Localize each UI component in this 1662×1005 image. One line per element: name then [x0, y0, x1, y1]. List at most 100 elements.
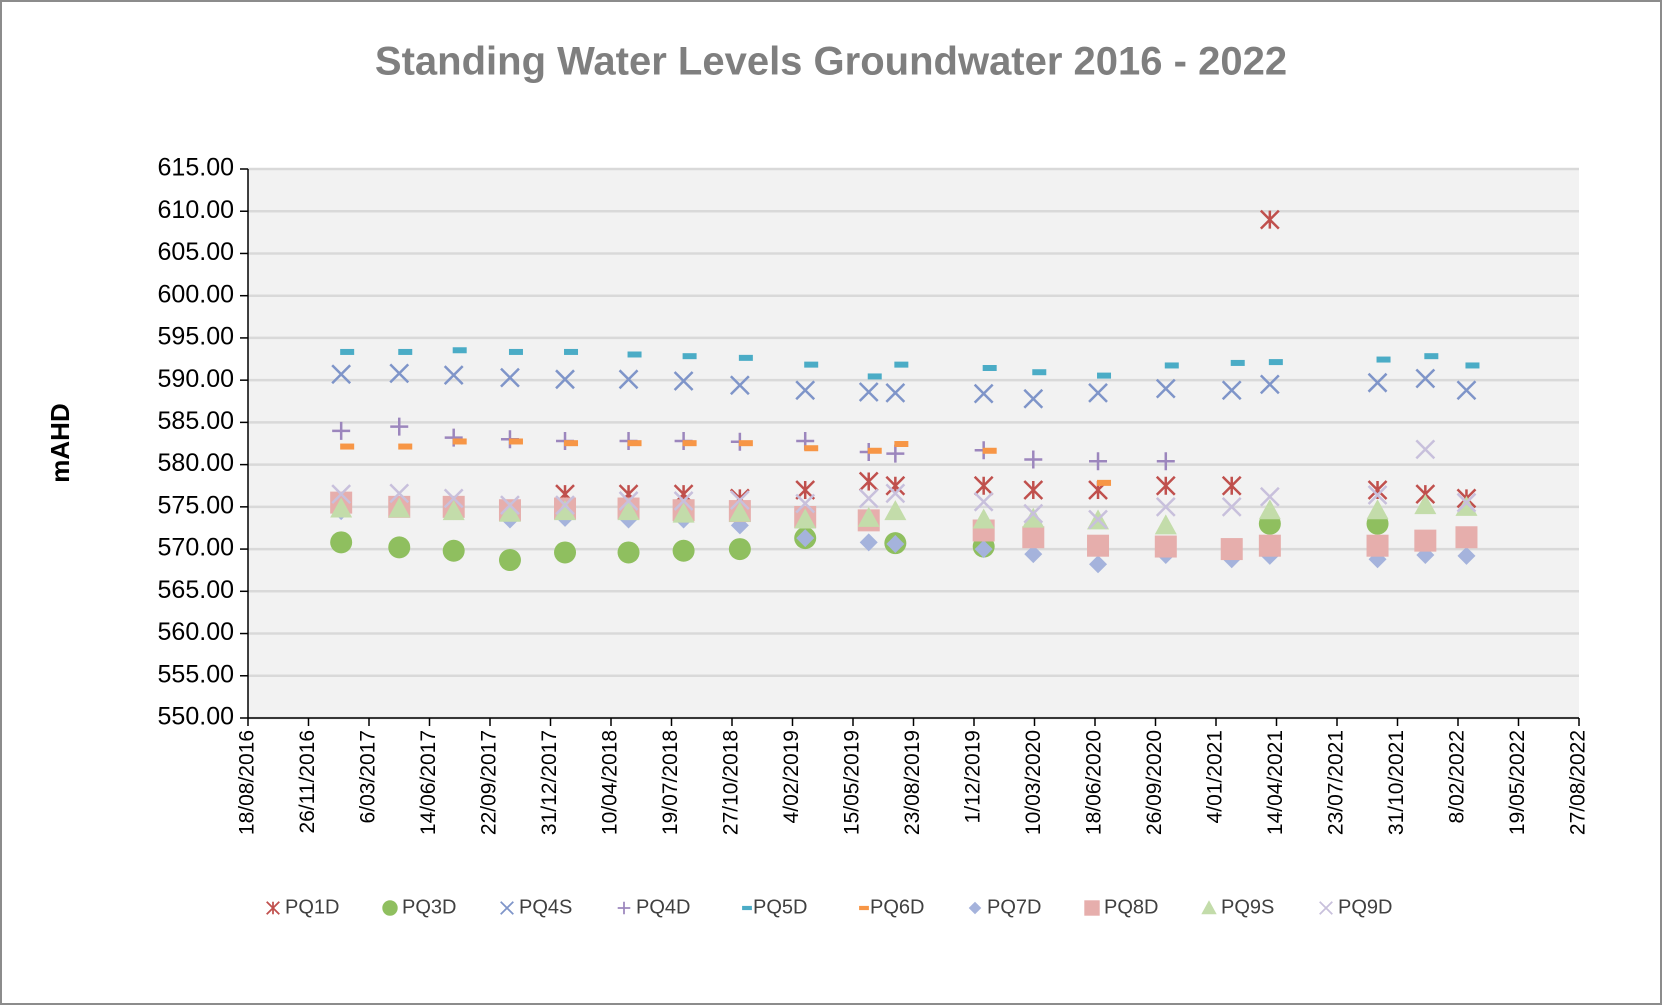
marker — [1259, 209, 1280, 230]
plot-area — [248, 169, 1579, 718]
marker — [795, 493, 816, 514]
marker — [794, 508, 817, 529]
marker — [1415, 368, 1436, 389]
marker — [1024, 450, 1043, 469]
legend-label: PQ6D — [870, 896, 924, 918]
marker — [1456, 492, 1477, 513]
y-tick-label: 560.00 — [158, 618, 234, 646]
x-tick-label: 31/12/2017 — [538, 730, 561, 835]
x-tick-label: 31/10/2021 — [1385, 730, 1408, 835]
x-tick-label: 23/07/2021 — [1325, 730, 1348, 835]
marker — [554, 541, 577, 564]
marker — [1089, 452, 1108, 471]
marker — [388, 497, 411, 518]
marker — [672, 502, 695, 523]
y-tick-label: 565.00 — [158, 576, 234, 604]
marker — [858, 471, 879, 492]
marker — [1259, 374, 1280, 395]
marker — [498, 501, 521, 522]
marker — [554, 500, 577, 521]
x-tick-label: 27/10/2018 — [720, 730, 743, 835]
marker — [442, 500, 465, 521]
x-tick-label: 6/03/2017 — [357, 730, 380, 823]
x-tick-label: 8/02/2022 — [1446, 730, 1469, 823]
x-tick-label: 19/07/2018 — [659, 730, 682, 835]
marker — [1156, 452, 1175, 471]
marker — [973, 383, 994, 404]
x-tick-label: 4/01/2021 — [1204, 730, 1227, 823]
marker — [390, 417, 409, 436]
marker — [1088, 382, 1108, 403]
legend-label: PQ9S — [1221, 896, 1274, 918]
marker — [1455, 495, 1478, 516]
x-tick-label: 26/09/2020 — [1143, 730, 1166, 835]
x-tick-label: 23/08/2019 — [901, 730, 924, 835]
marker — [555, 369, 575, 390]
marker — [1155, 475, 1176, 496]
marker — [1258, 499, 1281, 520]
marker — [859, 533, 878, 552]
marker — [886, 444, 905, 463]
x-tick-label: 1/12/2019 — [962, 730, 985, 823]
legend-label: PQ5D — [753, 896, 807, 918]
marker — [1023, 480, 1044, 500]
marker — [857, 506, 880, 527]
marker — [442, 539, 465, 562]
y-tick-label: 580.00 — [158, 449, 234, 477]
marker — [1087, 534, 1110, 557]
marker — [729, 375, 750, 396]
marker — [1367, 372, 1388, 393]
y-tick-label: 550.00 — [158, 703, 234, 731]
marker — [618, 491, 639, 511]
y-tick-label: 590.00 — [158, 365, 234, 393]
y-tick-label: 555.00 — [158, 660, 234, 688]
marker — [796, 529, 815, 548]
marker — [1154, 535, 1177, 558]
marker — [672, 539, 695, 562]
legend-label: PQ4S — [519, 896, 572, 918]
legend-item: PQ4S — [500, 896, 572, 918]
legend-item: PQ6D — [859, 896, 924, 918]
legend-item: PQ7D — [968, 896, 1041, 918]
marker — [973, 475, 994, 496]
legend-label: PQ4D — [636, 896, 690, 918]
marker — [673, 491, 694, 511]
x-tick-label: 4/02/2019 — [780, 730, 803, 823]
marker — [1415, 439, 1436, 460]
marker — [1089, 555, 1108, 574]
legend-label: PQ8D — [1104, 896, 1158, 918]
legend-marker — [968, 901, 982, 915]
marker — [1414, 529, 1437, 552]
x-tick-label: 27/08/2022 — [1567, 730, 1590, 835]
marker — [389, 363, 410, 384]
legend-label: PQ1D — [285, 896, 339, 918]
legend-marker — [1084, 900, 1100, 916]
marker — [858, 488, 879, 509]
marker — [1258, 534, 1281, 557]
legend-item: PQ4D — [617, 896, 690, 918]
marker — [500, 367, 520, 388]
legend-label: PQ3D — [402, 896, 456, 918]
legend-marker — [382, 900, 398, 916]
marker — [555, 495, 575, 516]
x-tick-label: 19/05/2022 — [1506, 730, 1529, 835]
marker — [974, 540, 993, 559]
marker — [1023, 503, 1044, 524]
marker — [673, 371, 694, 391]
marker — [331, 364, 352, 385]
marker — [884, 500, 907, 521]
y-tick-label: 610.00 — [158, 196, 234, 224]
legend-item: PQ1D — [266, 896, 339, 918]
legend-item: PQ9D — [1319, 896, 1392, 918]
y-tick-label: 615.00 — [158, 154, 234, 182]
marker — [1155, 496, 1176, 517]
legend-label: PQ7D — [987, 896, 1041, 918]
marker — [1221, 496, 1242, 517]
marker — [1456, 380, 1477, 401]
marker — [1366, 534, 1389, 557]
x-tick-label: 10/03/2020 — [1022, 730, 1045, 835]
marker — [972, 508, 995, 529]
legend-item: PQ9S — [1201, 896, 1274, 918]
x-tick-label: 15/05/2019 — [841, 730, 864, 835]
